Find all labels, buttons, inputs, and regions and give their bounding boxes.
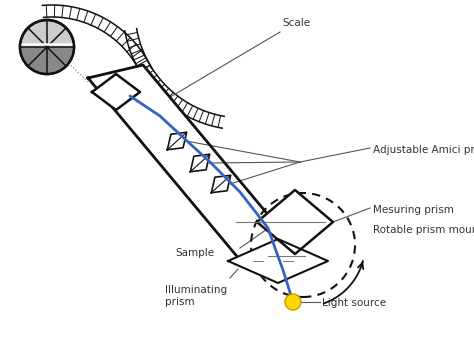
Text: Light source: Light source xyxy=(322,298,386,308)
Text: Scale: Scale xyxy=(282,18,310,28)
Polygon shape xyxy=(228,239,328,283)
Text: Mesuring prism: Mesuring prism xyxy=(373,205,454,215)
Circle shape xyxy=(285,294,301,310)
Polygon shape xyxy=(191,154,210,172)
Polygon shape xyxy=(257,190,333,254)
Polygon shape xyxy=(167,132,187,150)
Text: Rotable prism mount: Rotable prism mount xyxy=(373,225,474,235)
Polygon shape xyxy=(88,65,300,266)
Wedge shape xyxy=(20,47,74,74)
Text: Sample: Sample xyxy=(175,248,214,258)
Text: Illuminating
prism: Illuminating prism xyxy=(165,285,227,306)
Circle shape xyxy=(20,20,74,74)
Polygon shape xyxy=(92,74,140,110)
Text: Adjustable Amici prisms: Adjustable Amici prisms xyxy=(373,145,474,155)
Polygon shape xyxy=(211,175,231,193)
